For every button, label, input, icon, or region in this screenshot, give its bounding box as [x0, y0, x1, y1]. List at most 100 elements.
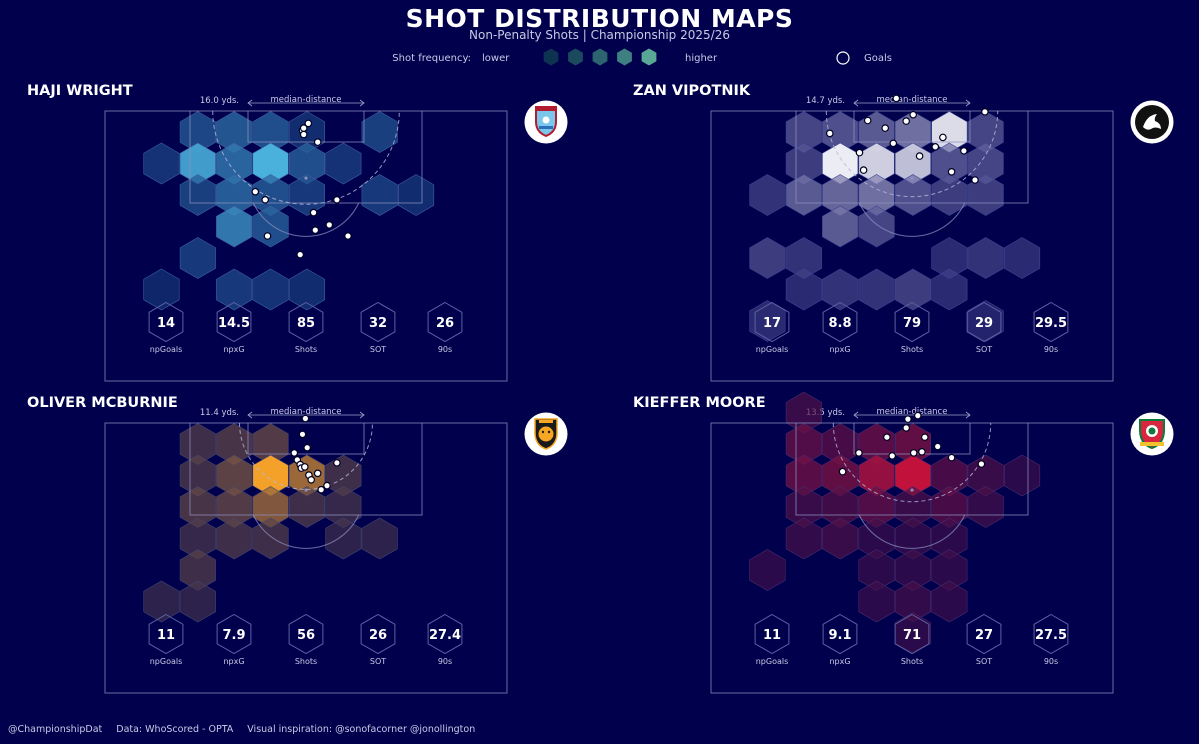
stat-hex — [966, 613, 1002, 655]
stat-label: Shots — [295, 657, 317, 666]
stat-value: 27.4 — [429, 628, 461, 643]
hexbin-cell — [361, 517, 398, 560]
goal-marker — [323, 481, 331, 490]
hexbin-cell — [894, 174, 932, 216]
goal-marker — [883, 433, 891, 442]
goal-marker — [931, 143, 940, 151]
penalty-box — [795, 111, 1029, 204]
footer-credits: @ChampionshipDat Data: WhoScored - OPTA Vi… — [8, 724, 489, 735]
stat-hex — [894, 301, 930, 343]
goal-marker — [313, 469, 322, 478]
panel-haji-wright: HAJI WRIGHT 16.0 yds. median-distance 14 npG… — [27, 83, 568, 382]
hexbin-cell — [822, 517, 859, 560]
goal-marker — [947, 453, 956, 462]
goal-marker — [300, 463, 309, 471]
goal-marker — [333, 458, 341, 467]
goal-marker — [263, 232, 272, 240]
panel-oliver-mcburnie: OLIVER MCBURNIE 11.4 yds. median-distance 1… — [27, 395, 568, 694]
goal-marker — [902, 117, 911, 125]
stat-value: 26 — [369, 628, 387, 643]
hexbin-cell — [361, 111, 398, 153]
swansea-city-crest — [1130, 100, 1174, 144]
hexbin-cell — [894, 268, 932, 311]
penalty-box — [795, 423, 1029, 516]
hexbin-cell — [749, 549, 786, 591]
goal-marker — [825, 129, 834, 138]
stat-value: 56 — [297, 628, 315, 643]
median-distance-label: median-distance — [877, 95, 948, 105]
hexbin-cell — [216, 268, 253, 311]
goal-marker — [307, 475, 316, 484]
median-distance-arc — [825, 110, 999, 198]
stat-label: npxG — [223, 657, 244, 666]
hexbin-cell — [143, 268, 180, 311]
goal-marker — [915, 152, 924, 160]
stat-hex — [288, 613, 324, 655]
stat-value: 17 — [763, 316, 781, 331]
hexbin-cell — [967, 174, 1004, 216]
hexbin-cell — [967, 486, 1004, 528]
hexbin-cell — [1003, 454, 1041, 497]
stat-label: 90s — [438, 345, 452, 354]
median-distance-value: 13.5 yds. — [806, 408, 845, 418]
goal-marker — [960, 147, 968, 155]
goal-marker — [855, 449, 863, 457]
hexbin-layer — [143, 111, 435, 311]
footer-inspiration: Visual inspiration: @sonofacorner @jonol… — [247, 724, 476, 735]
player-name: ZAN VIPOTNIK — [633, 83, 751, 99]
goal-marker — [947, 168, 956, 176]
stat-hex — [822, 301, 858, 343]
stat-label: npGoals — [756, 657, 789, 666]
stat-hex — [1033, 301, 1069, 343]
stat-hex — [754, 301, 790, 343]
hexbin-cell — [822, 268, 859, 311]
hexbin-cell — [216, 205, 253, 248]
hexbin-cell — [822, 205, 859, 248]
page-title: SHOT DISTRIBUTION MAPS — [405, 4, 794, 33]
hexbin-cell — [325, 517, 362, 560]
pitch-outline — [710, 422, 1114, 694]
stat-value: 79 — [903, 316, 921, 331]
hexbin-cell — [858, 268, 895, 311]
median-distance-arc — [212, 110, 400, 205]
hexbin-cell — [288, 174, 326, 216]
median-distance-arc — [832, 422, 992, 503]
hexbin-cell — [931, 580, 968, 623]
goal-marker — [859, 166, 868, 174]
penalty-spot — [910, 488, 914, 492]
hexbin-cell — [858, 580, 895, 623]
hull-city-crest — [524, 412, 568, 456]
hexbin-cell — [179, 174, 216, 216]
stat-label: Shots — [901, 657, 923, 666]
legend-label: Shot frequency: — [392, 53, 471, 64]
goal-marker — [888, 452, 897, 460]
stat-value: 29 — [975, 316, 993, 331]
stat-hex — [966, 301, 1002, 343]
hexbin-cell — [749, 174, 786, 216]
stat-label: npxG — [223, 345, 244, 354]
goal-marker — [325, 221, 334, 229]
goal-marker — [920, 433, 929, 442]
footer-handle: @ChampionshipDat — [8, 724, 103, 735]
goal-marker — [299, 130, 308, 139]
stat-label: SOT — [976, 657, 992, 666]
stat-hex — [360, 301, 396, 343]
stat-hex — [288, 301, 324, 343]
hexbin-layer — [749, 391, 1041, 654]
hexbin-cell — [397, 174, 435, 216]
goal-marker — [838, 467, 847, 476]
legend: Shot frequency: lower higher Goals — [392, 48, 892, 66]
stat-value: 11 — [157, 628, 175, 643]
goal-marker — [301, 414, 310, 423]
penalty-box — [189, 111, 423, 204]
median-distance-value: 11.4 yds. — [200, 408, 239, 418]
coventry-city-crest — [524, 100, 568, 144]
hexbin-cell — [785, 174, 822, 216]
hexbin-cell — [252, 268, 289, 311]
hexbin-layer — [143, 423, 398, 623]
stat-value: 32 — [369, 316, 387, 331]
stat-value: 26 — [436, 316, 454, 331]
goal-marker — [311, 226, 320, 234]
goal-marker — [863, 116, 872, 125]
stat-label: SOT — [370, 345, 386, 354]
